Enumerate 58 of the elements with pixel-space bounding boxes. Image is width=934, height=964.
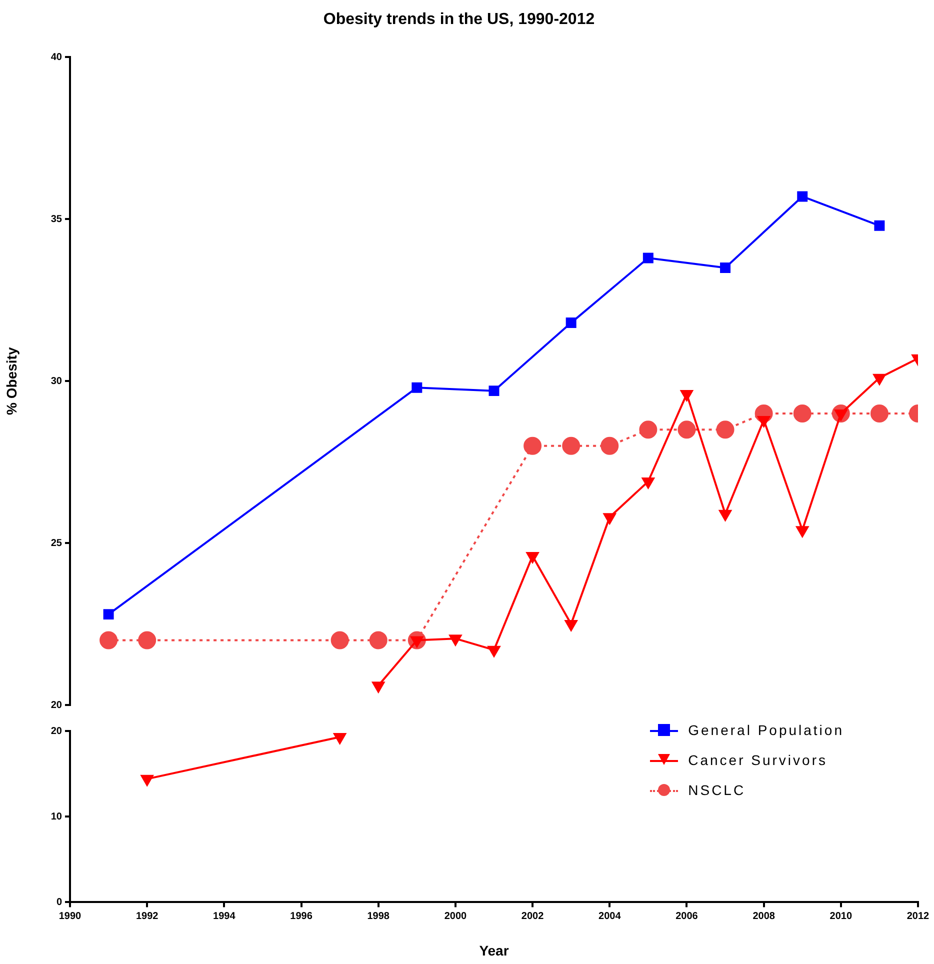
point (797, 191, 808, 202)
point (678, 420, 696, 439)
x-tick-label: 2004 (598, 910, 622, 922)
point (873, 374, 886, 385)
x-tick-label: 1998 (367, 910, 390, 922)
point (603, 513, 616, 524)
point (103, 609, 114, 620)
y-tick-label: 10 (50, 811, 62, 822)
point (719, 510, 732, 521)
x-axis-title: Year (479, 942, 510, 958)
x-tick-label: 2000 (444, 910, 468, 922)
point (526, 552, 539, 564)
y-tick-label: 30 (50, 376, 62, 387)
point (524, 436, 542, 455)
point (639, 420, 658, 439)
legend-label: General Population (688, 722, 844, 738)
y-tick-label: 40 (50, 52, 62, 63)
point (642, 478, 654, 489)
legend-label: Cancer Survivors (688, 752, 828, 768)
point (100, 631, 118, 650)
legend-label: NSCLC (688, 782, 746, 798)
point (138, 631, 156, 650)
x-tick-label: 2002 (521, 910, 544, 922)
point (330, 631, 349, 650)
point (720, 262, 731, 273)
point (870, 404, 888, 422)
x-tick-label: 2008 (752, 910, 776, 922)
point (716, 420, 734, 439)
y-tick-label: 20 (50, 726, 62, 737)
point (796, 526, 809, 538)
point (372, 682, 385, 693)
x-tick-label: 1994 (213, 910, 236, 922)
x-tick-label: 1992 (136, 910, 159, 922)
point (449, 634, 462, 646)
point (600, 436, 619, 455)
point (642, 252, 654, 264)
x-tick-label: 2010 (830, 910, 852, 922)
y-tick-label: 35 (50, 214, 62, 225)
point (566, 318, 576, 328)
point (564, 620, 578, 632)
y-axis-title: % Obesity (3, 347, 20, 415)
point (793, 404, 812, 422)
point (488, 646, 500, 657)
chart-title: Obesity trends in the US, 1990-2012 (323, 11, 595, 28)
y-tick-label: 25 (50, 538, 62, 549)
x-tick-label: 2006 (676, 910, 698, 922)
point (369, 631, 388, 650)
point (562, 436, 580, 455)
point (680, 390, 693, 402)
x-tick-label: 2012 (906, 910, 930, 922)
y-tick-label: 20 (50, 700, 62, 711)
point (488, 386, 500, 396)
point (412, 382, 422, 393)
point (758, 416, 770, 427)
x-tick-label: 1996 (290, 910, 313, 922)
point (874, 220, 885, 231)
y-tick-label: 0 (56, 896, 62, 908)
x-tick-label: 1990 (58, 910, 82, 922)
